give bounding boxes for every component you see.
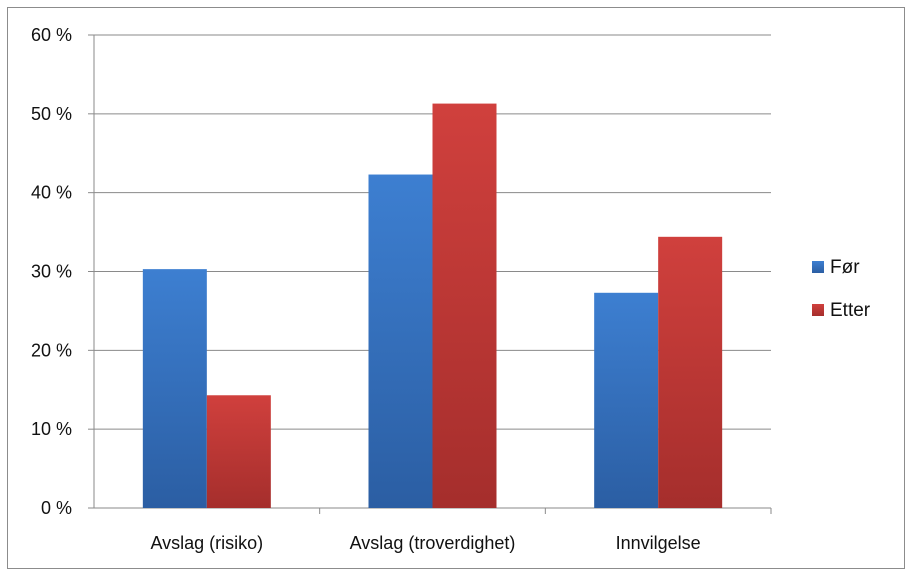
- tick-labels: 0 % 10 % 20 % 30 % 40 % 50 % 60 % Avslag (risik…: [31, 25, 701, 553]
- bar-før-3: [594, 292, 659, 508]
- bar-etter-1: [206, 395, 271, 508]
- legend-label-før: Før: [830, 257, 860, 278]
- legend: Før Etter: [812, 257, 871, 321]
- y-tick-label: 30 %: [31, 262, 72, 282]
- y-tick-label: 10 %: [31, 419, 72, 439]
- bar-før-1: [142, 269, 207, 508]
- legend-swatch-etter: [812, 304, 824, 316]
- y-tick-label: 60 %: [31, 25, 72, 45]
- bar-etter-2: [432, 103, 497, 509]
- x-tick-label: Innvilgelse: [616, 533, 701, 553]
- bar-etter-3: [658, 236, 723, 508]
- bar-før-2: [368, 174, 433, 508]
- legend-label-etter: Etter: [830, 300, 871, 321]
- bars: [142, 103, 723, 509]
- x-tick-label: Avslag (risiko): [150, 533, 263, 553]
- x-tick-label: Avslag (troverdighet): [350, 533, 516, 553]
- y-tick-label: 0 %: [41, 498, 72, 518]
- y-tick-label: 50 %: [31, 104, 72, 124]
- legend-swatch-før: [812, 261, 824, 273]
- y-tick-label: 20 %: [31, 340, 72, 360]
- y-tick-label: 40 %: [31, 183, 72, 203]
